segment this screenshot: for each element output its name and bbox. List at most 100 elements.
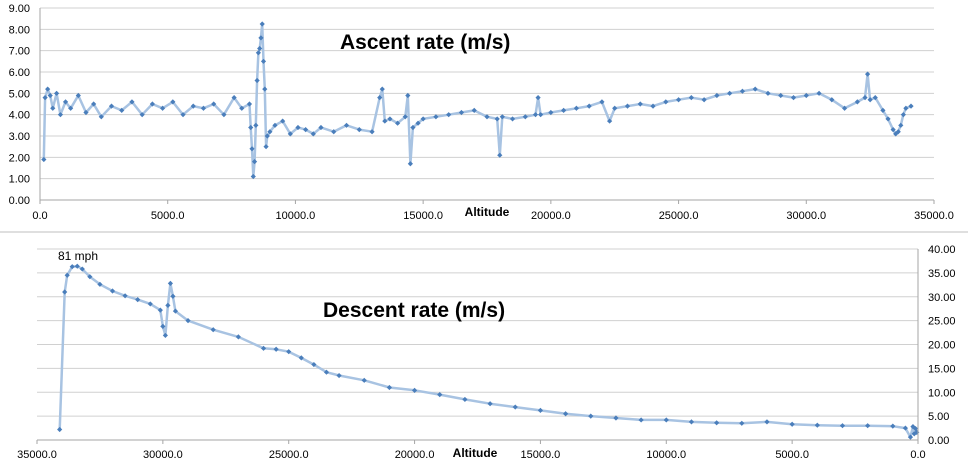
ascent-data-point xyxy=(885,116,891,122)
descent-y-tick-label: 35.00 xyxy=(928,268,956,280)
ascent-data-point xyxy=(379,86,385,92)
descent-data-point xyxy=(613,415,619,421)
ascent-data-point xyxy=(458,109,465,116)
ascent-data-point xyxy=(264,133,270,139)
descent-y-tick-label: 10.00 xyxy=(928,387,956,399)
ascent-data-point xyxy=(637,101,643,107)
descent-x-tick-label: 0.0 xyxy=(910,449,925,461)
descent-x-tick-label: 15000.0 xyxy=(521,449,561,461)
ascent-data-point xyxy=(310,131,316,137)
ascent-x-tick-label: 25000.0 xyxy=(659,210,699,222)
descent-data-point xyxy=(839,423,846,429)
descent-data-point xyxy=(162,332,168,339)
ascent-y-tick-label: 7.00 xyxy=(9,46,30,58)
ascent-x-axis-title: Altitude xyxy=(465,205,510,219)
descent-axes: 0.00 5.00 10.00 15.00 20.00 25.00 30.00 35.00 40… xyxy=(17,244,955,461)
descent-y-tick-label: 40.00 xyxy=(928,244,956,256)
ascent-data-point xyxy=(714,92,720,99)
ascent-data-point xyxy=(727,90,733,96)
ascent-data-point xyxy=(890,127,896,133)
descent-data-point xyxy=(160,323,166,329)
ascent-data-point xyxy=(612,105,618,111)
ascent-data-point xyxy=(880,107,886,113)
descent-y-tick-label: 25.00 xyxy=(928,316,956,328)
descent-data-point xyxy=(411,387,418,393)
descent-data-point xyxy=(386,384,392,391)
ascent-data-point xyxy=(898,122,904,128)
ascent-y-tick-label: 0.00 xyxy=(9,195,30,207)
descent-data-point xyxy=(165,302,171,308)
ascent-data-point xyxy=(607,118,613,124)
ascent-x-tick-label: 35000.0 xyxy=(914,210,954,222)
ascent-data-point xyxy=(108,103,115,109)
ascent-y-tick-label: 8.00 xyxy=(9,24,30,36)
descent-data-point xyxy=(298,355,304,361)
ascent-data-point xyxy=(160,105,166,111)
ascent-data-point xyxy=(864,71,871,77)
descent-data-point xyxy=(87,274,93,280)
descent-data-point xyxy=(537,407,544,413)
ascent-data-point xyxy=(538,112,544,118)
ascent-data-point xyxy=(573,105,579,111)
ascent-data-point xyxy=(57,112,64,118)
descent-data-point xyxy=(135,297,141,303)
descent-data-point xyxy=(814,422,820,428)
ascent-data-point xyxy=(395,120,401,126)
descent-data-point xyxy=(688,419,695,425)
ascent-data-point xyxy=(180,112,186,118)
ascent-data-point xyxy=(405,92,411,99)
ascent-data-point xyxy=(303,127,309,133)
ascent-data-point xyxy=(586,103,592,109)
ascent-data-point xyxy=(663,99,669,105)
ascent-data-point xyxy=(119,107,125,113)
ascent-data-point xyxy=(260,58,267,64)
ascent-y-tick-label: 6.00 xyxy=(9,67,30,79)
ascent-data-point xyxy=(170,99,176,105)
ascent-data-point xyxy=(248,124,254,131)
descent-x-tick-label: 10000.0 xyxy=(646,449,686,461)
descent-data-point xyxy=(170,293,176,299)
ascent-data-point xyxy=(688,95,694,101)
ascent-data-point xyxy=(675,97,682,103)
ascent-data-point xyxy=(221,112,227,118)
descent-data-point xyxy=(62,289,68,295)
ascent-data-point xyxy=(387,116,393,122)
descent-data-point xyxy=(638,417,644,423)
ascent-data-point xyxy=(50,105,56,111)
descent-data-point xyxy=(865,423,871,429)
ascent-y-tick-label: 9.00 xyxy=(9,3,30,15)
descent-data-point xyxy=(64,272,70,278)
ascent-data-point xyxy=(139,112,145,118)
ascent-data-point xyxy=(420,116,426,122)
descent-data-point xyxy=(311,361,317,368)
ascent-data-point xyxy=(255,50,261,56)
ascent-data-point xyxy=(239,105,245,111)
ascent-data-point xyxy=(68,105,74,111)
descent-data-point xyxy=(235,334,241,340)
ascent-data-point xyxy=(75,92,81,99)
ascent-data-point xyxy=(484,114,490,120)
ascent-data-point xyxy=(410,124,416,131)
ascent-data-point xyxy=(253,122,259,128)
descent-gridlines xyxy=(37,248,918,441)
ascent-data-point xyxy=(548,109,554,116)
descent-data-point xyxy=(563,411,569,417)
descent-data-point xyxy=(323,369,330,375)
ascent-data-point xyxy=(701,97,707,103)
descent-x-tick-label: 20000.0 xyxy=(395,449,435,461)
ascent-rate-chart: Ascent rate (m/s) 0.00 1.00 2.00 3.00 4.00 5.… xyxy=(9,3,954,222)
descent-data-point xyxy=(588,413,594,419)
ascent-data-point xyxy=(369,129,375,135)
ascent-x-tick-label: 0.0 xyxy=(32,210,47,222)
descent-x-tick-label: 35000.0 xyxy=(17,449,57,461)
ascent-data-point xyxy=(45,86,51,92)
descent-data-point xyxy=(260,345,267,351)
ascent-data-point xyxy=(862,95,868,101)
ascent-data-point xyxy=(739,88,746,94)
descent-y-tick-label: 20.00 xyxy=(928,340,956,352)
ascent-x-tick-label: 30000.0 xyxy=(786,210,826,222)
ascent-data-point xyxy=(471,107,477,113)
descent-data-point xyxy=(185,318,191,324)
descent-y-tick-label: 30.00 xyxy=(928,292,956,304)
descent-data-point xyxy=(273,346,279,352)
